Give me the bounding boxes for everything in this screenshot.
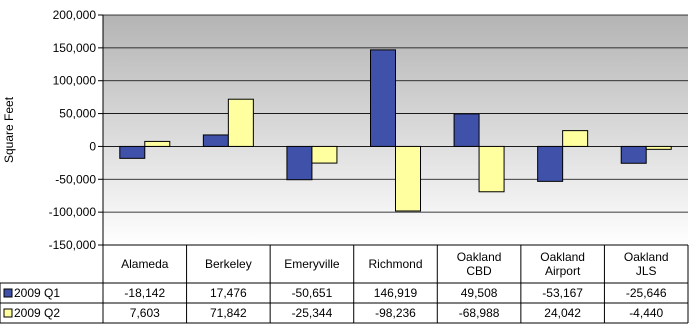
legend-swatch <box>3 288 13 298</box>
category-label: Airport <box>545 264 581 278</box>
data-table-value: 7,603 <box>130 306 160 320</box>
y-tick-label: 200,000 <box>53 8 97 22</box>
category-label: Berkeley <box>205 257 252 271</box>
bar-q2 <box>478 145 505 193</box>
data-table-value: -18,142 <box>124 286 165 300</box>
data-table-value: -68,988 <box>459 306 500 320</box>
bar-q1 <box>286 145 313 181</box>
y-tick-label: 0 <box>89 139 96 153</box>
legend-label: 2009 Q2 <box>14 306 60 320</box>
y-tick-label: -150,000 <box>49 238 97 252</box>
data-table-value: -25,646 <box>626 286 667 300</box>
y-tick-label: 100,000 <box>53 74 97 88</box>
category-label: JLS <box>636 264 657 278</box>
category-label: Oakland <box>540 250 585 264</box>
data-table-value: -53,167 <box>542 286 583 300</box>
bars <box>119 49 672 212</box>
y-tick-label: -100,000 <box>49 205 97 219</box>
legend-swatch <box>3 308 13 318</box>
bar-q2 <box>645 145 672 150</box>
y-axis: 200,000 150,000 100,000 50,000 0 -50,000 -100,… <box>49 8 104 252</box>
bar-q1 <box>620 145 647 164</box>
y-tick-label: -50,000 <box>55 172 96 186</box>
y-axis-label: Square Feet <box>2 96 16 163</box>
data-table-value: 24,042 <box>544 306 581 320</box>
data-table-value: 17,476 <box>210 286 247 300</box>
bar-q2 <box>311 145 338 164</box>
bar-q1 <box>537 145 564 182</box>
bar-q2 <box>227 98 254 147</box>
category-label: Alameda <box>121 257 169 271</box>
data-table-value: -25,344 <box>292 306 333 320</box>
bar-q1 <box>202 134 229 147</box>
bar-q1 <box>453 113 480 147</box>
category-label: Richmond <box>368 257 422 271</box>
data-table-value: -4,440 <box>629 306 663 320</box>
legend-label: 2009 Q1 <box>14 286 60 300</box>
data-table-value: 146,919 <box>374 286 418 300</box>
category-label: Emeryville <box>284 257 340 271</box>
y-tick-label: 150,000 <box>53 41 97 55</box>
data-table: Alameda Berkeley Emeryville Richmond Oakland… <box>0 244 689 324</box>
category-label: Oakland <box>457 250 502 264</box>
data-table-value: -50,651 <box>292 286 333 300</box>
bar-q2 <box>395 145 421 212</box>
bar-q1 <box>370 49 396 147</box>
bar-q2 <box>144 140 171 147</box>
bar-q2 <box>562 130 589 147</box>
bar-q1 <box>119 145 146 159</box>
data-table-value: -98,236 <box>375 306 416 320</box>
category-label: CBD <box>466 264 492 278</box>
y-tick-label: 50,000 <box>59 107 96 121</box>
data-table-value: 49,508 <box>461 286 498 300</box>
category-label: Oakland <box>624 250 669 264</box>
data-table-value: 71,842 <box>210 306 247 320</box>
